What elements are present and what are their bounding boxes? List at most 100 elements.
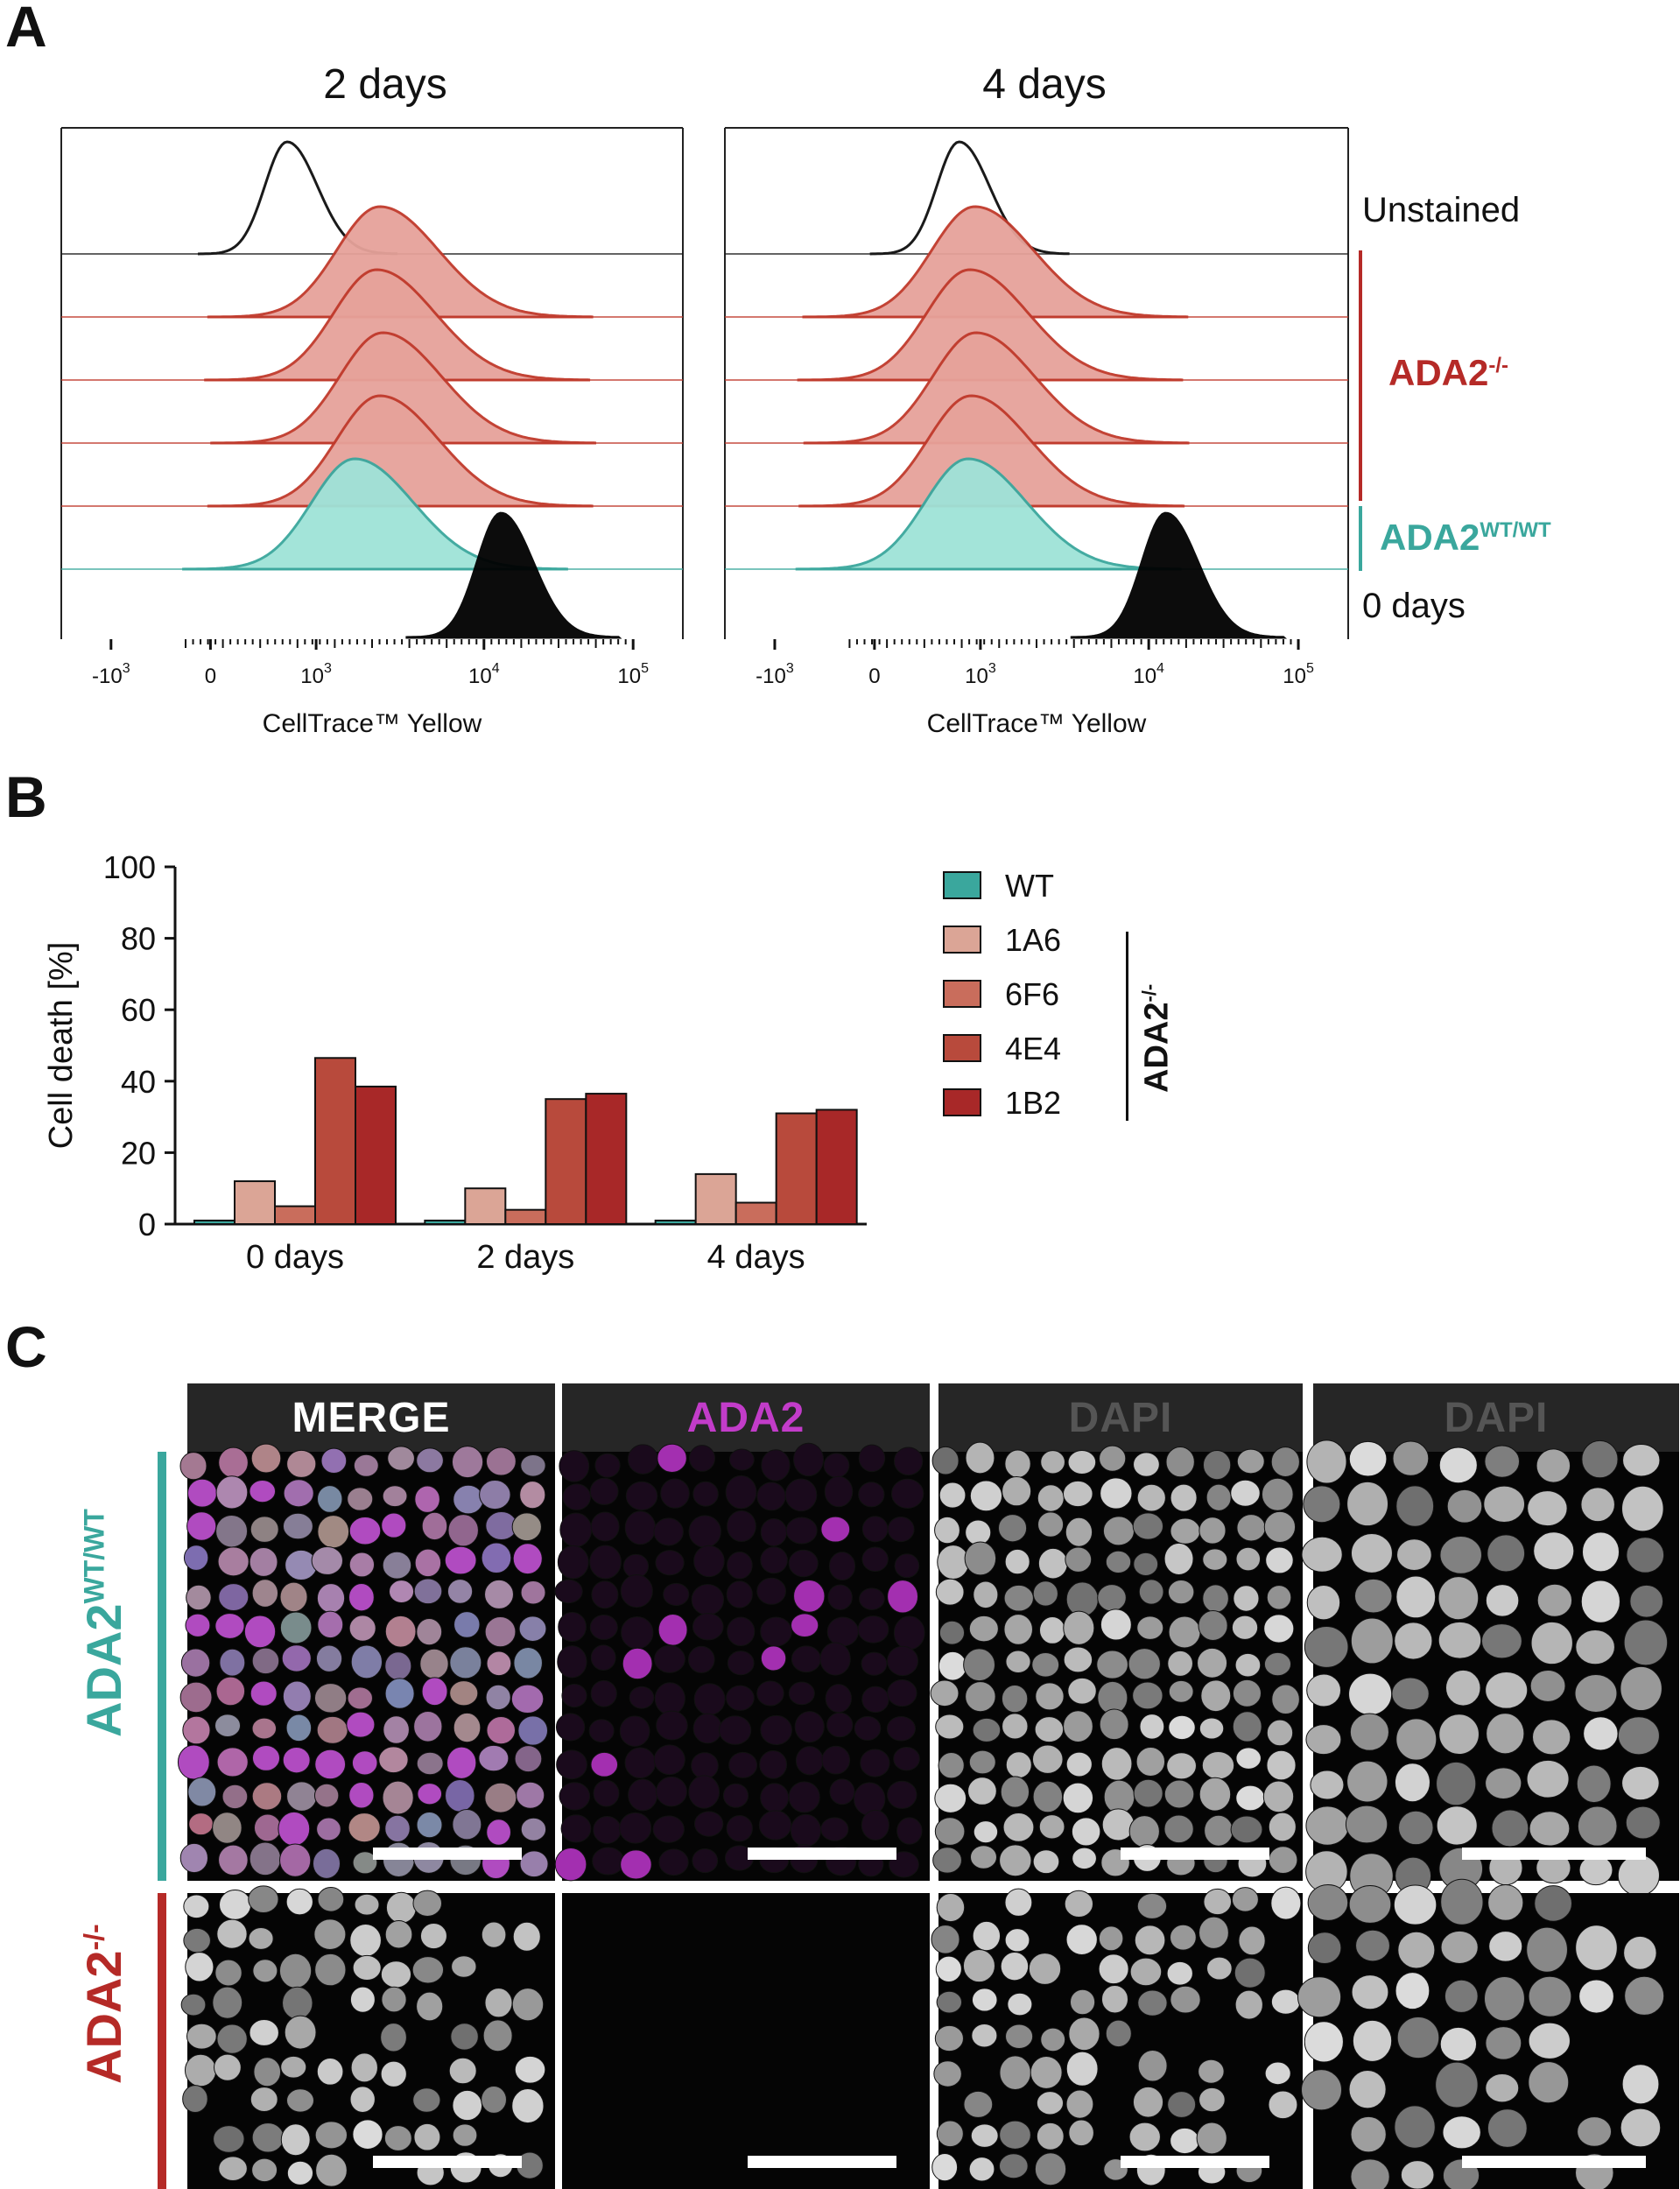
cell-nucleus bbox=[485, 1684, 511, 1711]
cell-nucleus bbox=[760, 1517, 788, 1546]
micrograph-r1-c1 bbox=[562, 1893, 930, 2189]
cell-nucleus bbox=[314, 2121, 348, 2150]
cell-nucleus bbox=[253, 1813, 282, 1842]
cell-nucleus bbox=[1028, 1953, 1062, 1985]
histogram-xlabel: CellTrace™ Yellow bbox=[263, 709, 482, 738]
cell-nucleus bbox=[1270, 1886, 1302, 1920]
cell-nucleus bbox=[348, 1615, 376, 1642]
cell-nucleus bbox=[280, 2123, 311, 2157]
cell-nucleus bbox=[412, 1890, 443, 1917]
bar-4E4-1 bbox=[545, 1098, 587, 1226]
cell-nucleus bbox=[1575, 1925, 1618, 1971]
cell-nucleus bbox=[416, 1447, 444, 1474]
cell-nucleus bbox=[973, 1580, 999, 1609]
cell-nucleus bbox=[894, 1553, 920, 1579]
cell-nucleus bbox=[998, 1514, 1028, 1543]
cell-nucleus bbox=[861, 1546, 889, 1573]
cell-nucleus bbox=[824, 1475, 854, 1508]
cell-nucleus bbox=[1100, 1747, 1133, 1781]
cell-nucleus bbox=[317, 1485, 343, 1513]
cell-nucleus bbox=[1031, 1744, 1064, 1774]
cell-nucleus bbox=[1099, 1708, 1129, 1741]
cell-nucleus bbox=[1234, 1957, 1266, 1988]
cell-nucleus bbox=[411, 1956, 445, 1984]
cell-nucleus bbox=[820, 1817, 849, 1841]
cell-nucleus bbox=[1395, 1972, 1430, 2010]
cell-nucleus bbox=[278, 1811, 311, 1847]
cell-nucleus bbox=[1133, 1452, 1160, 1477]
cell-nucleus bbox=[414, 1485, 440, 1513]
cell-nucleus bbox=[819, 1642, 851, 1676]
cell-nucleus bbox=[416, 1751, 444, 1776]
bar-y-tick-label: 60 bbox=[121, 992, 156, 1028]
cell-nucleus bbox=[653, 1744, 685, 1776]
histogram-tick-label: 103 bbox=[300, 661, 332, 688]
cell-nucleus bbox=[380, 1960, 412, 1988]
cell-nucleus bbox=[1031, 1651, 1060, 1678]
cell-nucleus bbox=[972, 1920, 1002, 1952]
cell-nucleus bbox=[1166, 1960, 1193, 1986]
cell-nucleus bbox=[820, 1516, 851, 1543]
histogram-track-6 bbox=[405, 511, 622, 639]
cell-nucleus bbox=[969, 1480, 1003, 1512]
cell-nucleus bbox=[930, 1679, 959, 1707]
cell-nucleus bbox=[1437, 1621, 1482, 1659]
cell-nucleus bbox=[1617, 1716, 1660, 1756]
cell-nucleus bbox=[826, 1712, 854, 1738]
cell-nucleus bbox=[1487, 1534, 1526, 1573]
cell-nucleus bbox=[446, 1746, 477, 1779]
cell-nucleus bbox=[177, 1744, 210, 1780]
cell-nucleus bbox=[688, 1445, 716, 1472]
cell-nucleus bbox=[1487, 2108, 1528, 2148]
legend-ko-text: ADA2 bbox=[1388, 352, 1489, 393]
bar-4E4-2 bbox=[775, 1112, 818, 1225]
cell-nucleus bbox=[931, 1925, 960, 1954]
cell-nucleus bbox=[384, 1678, 415, 1709]
cell-nucleus bbox=[592, 1847, 625, 1876]
cell-nucleus bbox=[1134, 1925, 1166, 1956]
histogram-tick-label: -103 bbox=[92, 661, 130, 688]
cell-nucleus bbox=[516, 1781, 545, 1809]
legend-ko-label: ADA2-/- bbox=[1388, 352, 1508, 394]
cell-nucleus bbox=[1198, 2059, 1225, 2084]
cell-nucleus bbox=[1530, 1621, 1573, 1665]
cell-nucleus bbox=[1200, 1679, 1232, 1713]
cell-nucleus bbox=[861, 1686, 889, 1714]
cell-nucleus bbox=[854, 1782, 886, 1816]
cell-nucleus bbox=[180, 1648, 211, 1678]
cell-nucleus bbox=[1203, 1888, 1233, 1916]
micrograph-r0-c3 bbox=[1301, 1439, 1679, 1900]
cell-nucleus bbox=[625, 1481, 658, 1510]
histogram-track-2 bbox=[204, 268, 591, 382]
cell-nucleus bbox=[248, 1926, 274, 1950]
panel-letter-c: C bbox=[5, 1314, 47, 1379]
histogram-track-2 bbox=[797, 268, 1184, 382]
cell-nucleus bbox=[1268, 1846, 1298, 1874]
cell-nucleus bbox=[860, 1749, 890, 1777]
cell-nucleus bbox=[728, 1448, 755, 1471]
cell-nucleus bbox=[179, 1681, 213, 1714]
cell-nucleus bbox=[519, 1850, 549, 1878]
cell-nucleus bbox=[1397, 1931, 1436, 1969]
cell-nucleus bbox=[1132, 1681, 1163, 1710]
cell-nucleus bbox=[1233, 1585, 1260, 1612]
cell-nucleus bbox=[1102, 1516, 1135, 1546]
cell-nucleus bbox=[825, 1684, 852, 1714]
micrograph-r1-c2 bbox=[931, 1886, 1303, 2189]
cell-nucleus bbox=[654, 1644, 685, 1673]
legend-wt-sup: WT/WT bbox=[1480, 518, 1551, 542]
cell-nucleus bbox=[1063, 1646, 1093, 1673]
cell-nucleus bbox=[1348, 1885, 1392, 1924]
cell-nucleus bbox=[219, 1648, 246, 1677]
cell-nucleus bbox=[1580, 1487, 1615, 1523]
cell-nucleus bbox=[452, 2123, 478, 2147]
cell-nucleus bbox=[384, 1814, 411, 1842]
histogram-tick-label: 104 bbox=[468, 661, 500, 688]
micrograph-images bbox=[177, 1439, 1679, 2189]
cell-nucleus bbox=[1004, 1928, 1030, 1953]
cell-nucleus bbox=[1040, 1450, 1065, 1475]
cell-nucleus bbox=[1065, 1924, 1098, 1955]
histogram-title: 2 days bbox=[323, 61, 446, 108]
cell-nucleus bbox=[218, 1844, 249, 1876]
cell-nucleus bbox=[963, 2090, 994, 2118]
